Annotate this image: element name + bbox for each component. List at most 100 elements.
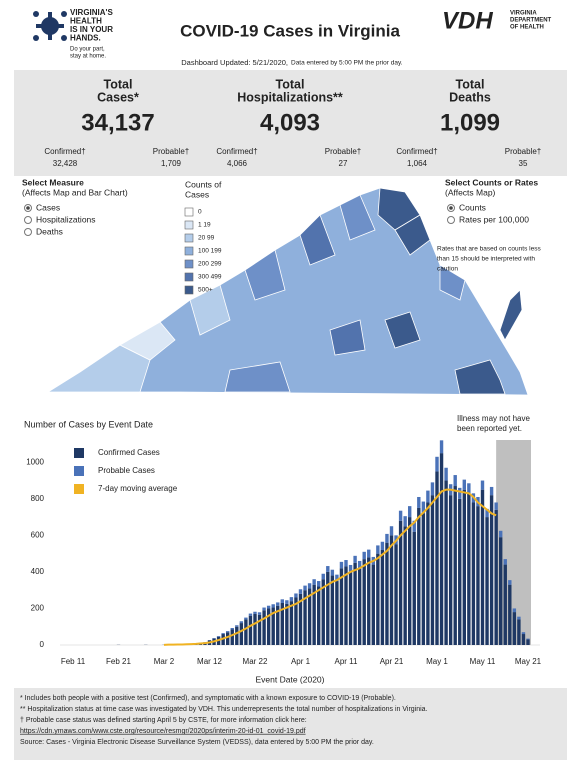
legend-swatch bbox=[74, 448, 84, 458]
probable-label: Probable† bbox=[505, 147, 541, 156]
radio-button[interactable] bbox=[24, 228, 32, 236]
bar bbox=[508, 584, 512, 645]
legend-swatch bbox=[74, 484, 84, 494]
bar bbox=[517, 619, 521, 645]
bar bbox=[394, 544, 398, 645]
bar bbox=[330, 575, 335, 645]
confirmed-value: 4,066 bbox=[227, 159, 248, 168]
legend-swatch bbox=[184, 272, 194, 282]
bar bbox=[453, 486, 457, 645]
x-tick-label: Apr 21 bbox=[380, 657, 404, 666]
bar bbox=[212, 638, 216, 639]
bar bbox=[499, 530, 503, 538]
bar bbox=[494, 509, 498, 645]
legend-swatch bbox=[184, 246, 194, 256]
bar bbox=[357, 568, 362, 645]
bar bbox=[353, 555, 357, 563]
virginia-map bbox=[46, 187, 529, 396]
bar bbox=[458, 498, 462, 645]
bar bbox=[448, 495, 453, 645]
logo-text: HEALTH bbox=[70, 17, 102, 26]
logo-text: VIRGINIA'S bbox=[70, 8, 113, 17]
bar bbox=[317, 581, 321, 587]
bar bbox=[480, 489, 485, 645]
bar bbox=[348, 564, 353, 572]
radio-button[interactable] bbox=[24, 216, 32, 224]
bar bbox=[280, 599, 284, 603]
bar bbox=[303, 585, 307, 591]
legend-label: 200 299 bbox=[198, 261, 222, 268]
bar bbox=[412, 531, 416, 645]
radio-button[interactable] bbox=[447, 216, 455, 224]
legend-title: Cases bbox=[185, 189, 209, 199]
x-tick-label: Mar 2 bbox=[154, 657, 175, 666]
vdh-logo-text: VIRGINIA bbox=[510, 11, 537, 17]
bar bbox=[312, 579, 316, 585]
bar bbox=[294, 593, 298, 598]
bar bbox=[266, 605, 271, 609]
legend-label: 0 bbox=[198, 209, 202, 216]
footnote: ** Hospitalization status at time case w… bbox=[20, 706, 428, 713]
radio-option: Deaths bbox=[36, 226, 63, 236]
bar bbox=[476, 506, 480, 645]
legend-label: 7-day moving average bbox=[98, 484, 178, 493]
annotation: Illness may not have bbox=[457, 414, 530, 423]
legend-label: 500+ bbox=[198, 287, 213, 294]
bar bbox=[289, 601, 294, 645]
bar bbox=[408, 517, 412, 645]
bar bbox=[339, 561, 344, 569]
probable-value: 27 bbox=[339, 159, 348, 168]
radio-option: Cases bbox=[36, 202, 60, 212]
bar bbox=[216, 636, 221, 637]
bar bbox=[266, 608, 271, 645]
bar bbox=[503, 559, 507, 565]
legend-swatch bbox=[184, 220, 194, 230]
bar bbox=[403, 526, 407, 645]
footnote-link[interactable]: https://cdn.ymaws.com/www.cste.org/resou… bbox=[20, 728, 306, 735]
x-tick-label: Feb 21 bbox=[106, 657, 131, 666]
confirmed-label: Confirmed† bbox=[216, 147, 257, 156]
bar bbox=[230, 629, 234, 645]
bar bbox=[239, 621, 244, 624]
vdh-logo-text: DEPARTMENT bbox=[510, 18, 552, 24]
x-tick-label: Mar 12 bbox=[197, 657, 222, 666]
updated: Dashboard Updated: 5/21/2020, bbox=[181, 58, 288, 67]
bar bbox=[244, 617, 248, 620]
bar bbox=[526, 639, 530, 645]
bar bbox=[398, 520, 403, 645]
bar bbox=[421, 501, 426, 514]
legend-swatch bbox=[184, 233, 194, 243]
bar bbox=[248, 615, 253, 645]
logo-tagline: Do your part, bbox=[70, 47, 105, 53]
bar bbox=[321, 579, 325, 645]
y-tick-label: 1000 bbox=[26, 457, 44, 466]
vdh-logo: VDH bbox=[442, 7, 493, 34]
chart-title: Number of Cases by Event Date bbox=[24, 419, 153, 429]
bar bbox=[371, 564, 375, 645]
stat-label: Total bbox=[276, 77, 305, 91]
measure-title: Select Measure bbox=[22, 177, 84, 187]
bar bbox=[367, 549, 371, 558]
bar bbox=[317, 586, 321, 645]
bar bbox=[271, 604, 275, 608]
bar bbox=[253, 611, 257, 614]
bar bbox=[467, 493, 471, 645]
radio-option: Counts bbox=[459, 202, 486, 212]
bar bbox=[362, 559, 366, 645]
bar bbox=[494, 502, 498, 510]
radio-dot bbox=[449, 206, 453, 210]
bar bbox=[321, 573, 325, 580]
bar bbox=[426, 502, 430, 645]
x-tick-label: Apr 1 bbox=[291, 657, 311, 666]
bar bbox=[398, 510, 403, 521]
bar bbox=[235, 626, 239, 645]
vdh-logo-text: OF HEALTH bbox=[510, 25, 544, 31]
bar bbox=[521, 634, 526, 645]
y-tick-label: 0 bbox=[40, 640, 45, 649]
bar bbox=[526, 638, 530, 640]
stat-label: Deaths bbox=[449, 90, 491, 104]
bar bbox=[367, 557, 371, 645]
y-tick-label: 400 bbox=[31, 567, 45, 576]
legend-swatch bbox=[184, 259, 194, 269]
